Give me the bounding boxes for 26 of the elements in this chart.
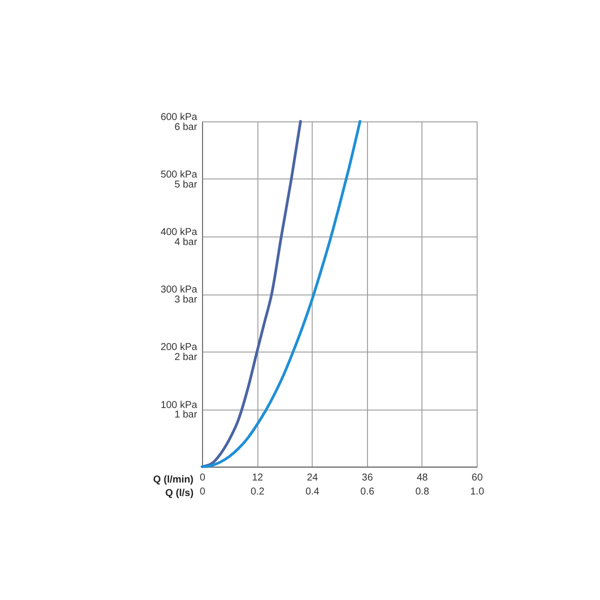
y2-tick-label: 3 bar: [174, 294, 198, 306]
x2-tick-label: 0.4: [305, 486, 320, 498]
y-tick-label: 100 kPa: [160, 400, 198, 411]
x-tick-label: 60: [472, 472, 484, 484]
x2-tick-label: 0: [200, 486, 206, 498]
x2-tick-label: 0.8: [415, 486, 430, 498]
x2-axis-title: Q (l/s): [165, 488, 194, 500]
x-axis-title: Q (l/min): [153, 474, 194, 486]
x-tick-label: 48: [416, 472, 428, 484]
y2-tick-label: 1 bar: [174, 410, 198, 421]
x-tick-label: 36: [362, 472, 374, 484]
x2-tick-label: 1.0: [470, 486, 485, 498]
y-tick-label: 500 kPa: [160, 170, 198, 181]
y-tick-label: 400 kPa: [160, 227, 198, 238]
y2-tick-label: 4 bar: [174, 237, 198, 248]
y2-tick-label: 6 bar: [174, 122, 198, 133]
y2-tick-label: 5 bar: [174, 180, 198, 191]
x2-tick-label: 0.6: [360, 486, 375, 498]
y-tick-label: 200 kPa: [160, 342, 198, 354]
x2-tick-label: 0.2: [250, 486, 265, 498]
x-tick-label: 12: [252, 472, 264, 484]
x-tick-label: 24: [306, 472, 318, 484]
y-tick-label: 300 kPa: [160, 284, 198, 296]
x-tick-label: 0: [200, 472, 206, 484]
y2-tick-label: 2 bar: [174, 352, 198, 364]
y-tick-label: 600 kPa: [160, 112, 198, 123]
